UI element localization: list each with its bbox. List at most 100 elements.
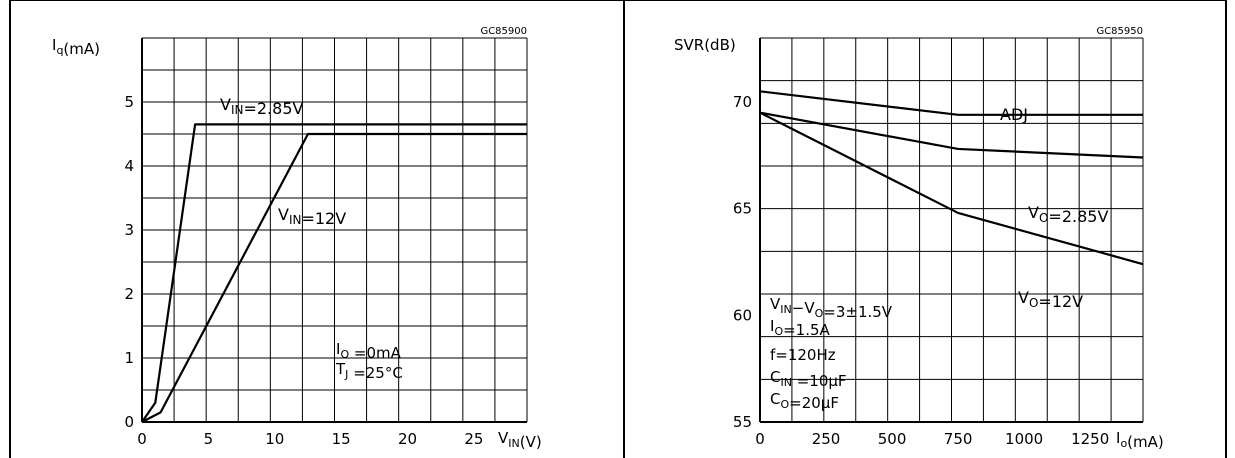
x-tick-label: 500	[878, 430, 907, 448]
label-subscript: O	[1039, 211, 1048, 225]
condition-label: CO=20μF	[770, 390, 839, 412]
label-text: V	[278, 205, 289, 224]
label-text: I	[336, 340, 340, 358]
label-text: (mA)	[63, 40, 100, 58]
label-text: C	[770, 368, 780, 386]
y-tick-label: 55	[733, 413, 752, 431]
y-tick-label: 65	[733, 200, 752, 218]
y-tick-label: 70	[733, 93, 752, 111]
series-label: VO=2.85V	[1028, 203, 1108, 226]
x-tick-label: 0	[755, 430, 765, 448]
label-text: (mA)	[1127, 433, 1164, 451]
x-tick-label: 750	[944, 430, 973, 448]
label-subscript: q	[56, 44, 63, 57]
y-tick-label: 1	[124, 349, 134, 367]
tick-labels: 0 250 500 750 1000 1250 55 60 65 70	[733, 93, 1109, 448]
label-text: =1.5A	[783, 321, 830, 339]
chart-svr-vs-io: GC85950 0 250 500 750 1000 1250 55 60 65 70 SVR(d…	[674, 26, 1164, 451]
label-text: =25°C	[348, 364, 402, 382]
frame	[9, 0, 1227, 458]
tick-labels: 0 5 10 15 20 25 0 1 2 3 4 5	[124, 93, 483, 448]
label-subscript: O	[815, 307, 824, 320]
series-line-2	[759, 111, 1144, 266]
label-subscript: O	[1029, 296, 1038, 310]
label-text: =12V	[301, 209, 346, 228]
chart-code: GC85950	[1096, 26, 1143, 37]
x-tick-label: 25	[464, 430, 483, 448]
y-tick-label: 2	[124, 285, 134, 303]
series-line-1	[759, 111, 1144, 159]
x-tick-label: 250	[812, 430, 841, 448]
x-tick-label: 5	[204, 430, 214, 448]
y-axis-label: Iq(mA)	[52, 36, 100, 58]
label-subscript: IN	[231, 103, 244, 117]
series-lines	[759, 90, 1144, 266]
condition-label: CIN =10μF	[770, 368, 847, 390]
series-label: VIN=2.85V	[220, 95, 304, 118]
label-text: f=120Hz	[770, 346, 836, 364]
label-text: =0mA	[349, 344, 401, 362]
label-subscript: IN	[289, 213, 302, 227]
condition-label: IO=1.5A	[770, 317, 831, 339]
label-subscript: IN	[780, 376, 791, 389]
label-subscript: O	[780, 398, 789, 411]
label-subscript: O	[340, 348, 349, 361]
label-subscript: O	[774, 325, 783, 338]
series-lines	[141, 123, 527, 423]
label-text: =3±1.5V	[823, 303, 893, 321]
condition-label: TJ =25°C	[335, 360, 403, 382]
label-text: SVR(dB)	[674, 36, 736, 54]
label-text: V	[220, 95, 231, 114]
label-text: (V)	[520, 433, 542, 451]
label-text: =2.85V	[1048, 207, 1108, 226]
x-axis-label: Io(mA)	[1116, 429, 1164, 451]
label-text: T	[335, 360, 346, 378]
condition-label: IO =0mA	[336, 340, 402, 362]
y-tick-label: 0	[124, 413, 134, 431]
label-text: I	[52, 36, 56, 54]
label-subscript: o	[1120, 437, 1127, 450]
label-subscript: J	[344, 368, 348, 381]
series-label: VO=12V	[1018, 288, 1083, 311]
series-label: ADJ	[1000, 105, 1028, 124]
x-tick-label: 20	[398, 430, 417, 448]
condition-label: f=120Hz	[770, 346, 836, 364]
plot-grid	[141, 37, 528, 423]
x-tick-label: 1250	[1071, 430, 1109, 448]
label-subscript: IN	[780, 303, 791, 316]
series-line-1	[141, 132, 527, 423]
y-tick-label: 5	[124, 93, 134, 111]
chart-code: GC85900	[480, 26, 527, 37]
label-text: =12V	[1038, 292, 1083, 311]
x-tick-label: 15	[332, 430, 351, 448]
series-label: VIN=12V	[278, 205, 346, 228]
label-text: V	[770, 295, 781, 313]
series-line-0	[759, 90, 1143, 116]
x-tick-label: 1000	[1005, 430, 1043, 448]
condition-label: VIN−VO=3±1.5V	[770, 295, 893, 321]
label-text: ADJ	[1000, 105, 1028, 124]
label-text: =20μF	[789, 394, 839, 412]
label-text: C	[770, 390, 780, 408]
label-text: V	[1028, 203, 1039, 222]
label-text: I	[1116, 429, 1120, 447]
x-tick-label: 0	[137, 430, 147, 448]
plot-grid	[759, 37, 1144, 423]
text-labels: SVR(dB)Io(mA)ADJVO=2.85VVO=12VVIN−VO=3±1…	[674, 36, 1164, 451]
y-tick-label: 4	[124, 157, 134, 175]
label-text: −V	[792, 299, 816, 317]
y-tick-label: 60	[733, 306, 752, 324]
series-line-0	[141, 123, 527, 423]
label-text: =10μF	[792, 372, 847, 390]
label-text: =2.85V	[243, 99, 303, 118]
x-axis-label: VIN(V)	[498, 429, 542, 451]
y-axis-label: SVR(dB)	[674, 36, 736, 54]
label-subscript: IN	[508, 437, 519, 450]
x-tick-label: 10	[265, 430, 284, 448]
label-text: V	[1018, 288, 1029, 307]
y-tick-label: 3	[124, 221, 134, 239]
label-text: I	[770, 317, 774, 335]
